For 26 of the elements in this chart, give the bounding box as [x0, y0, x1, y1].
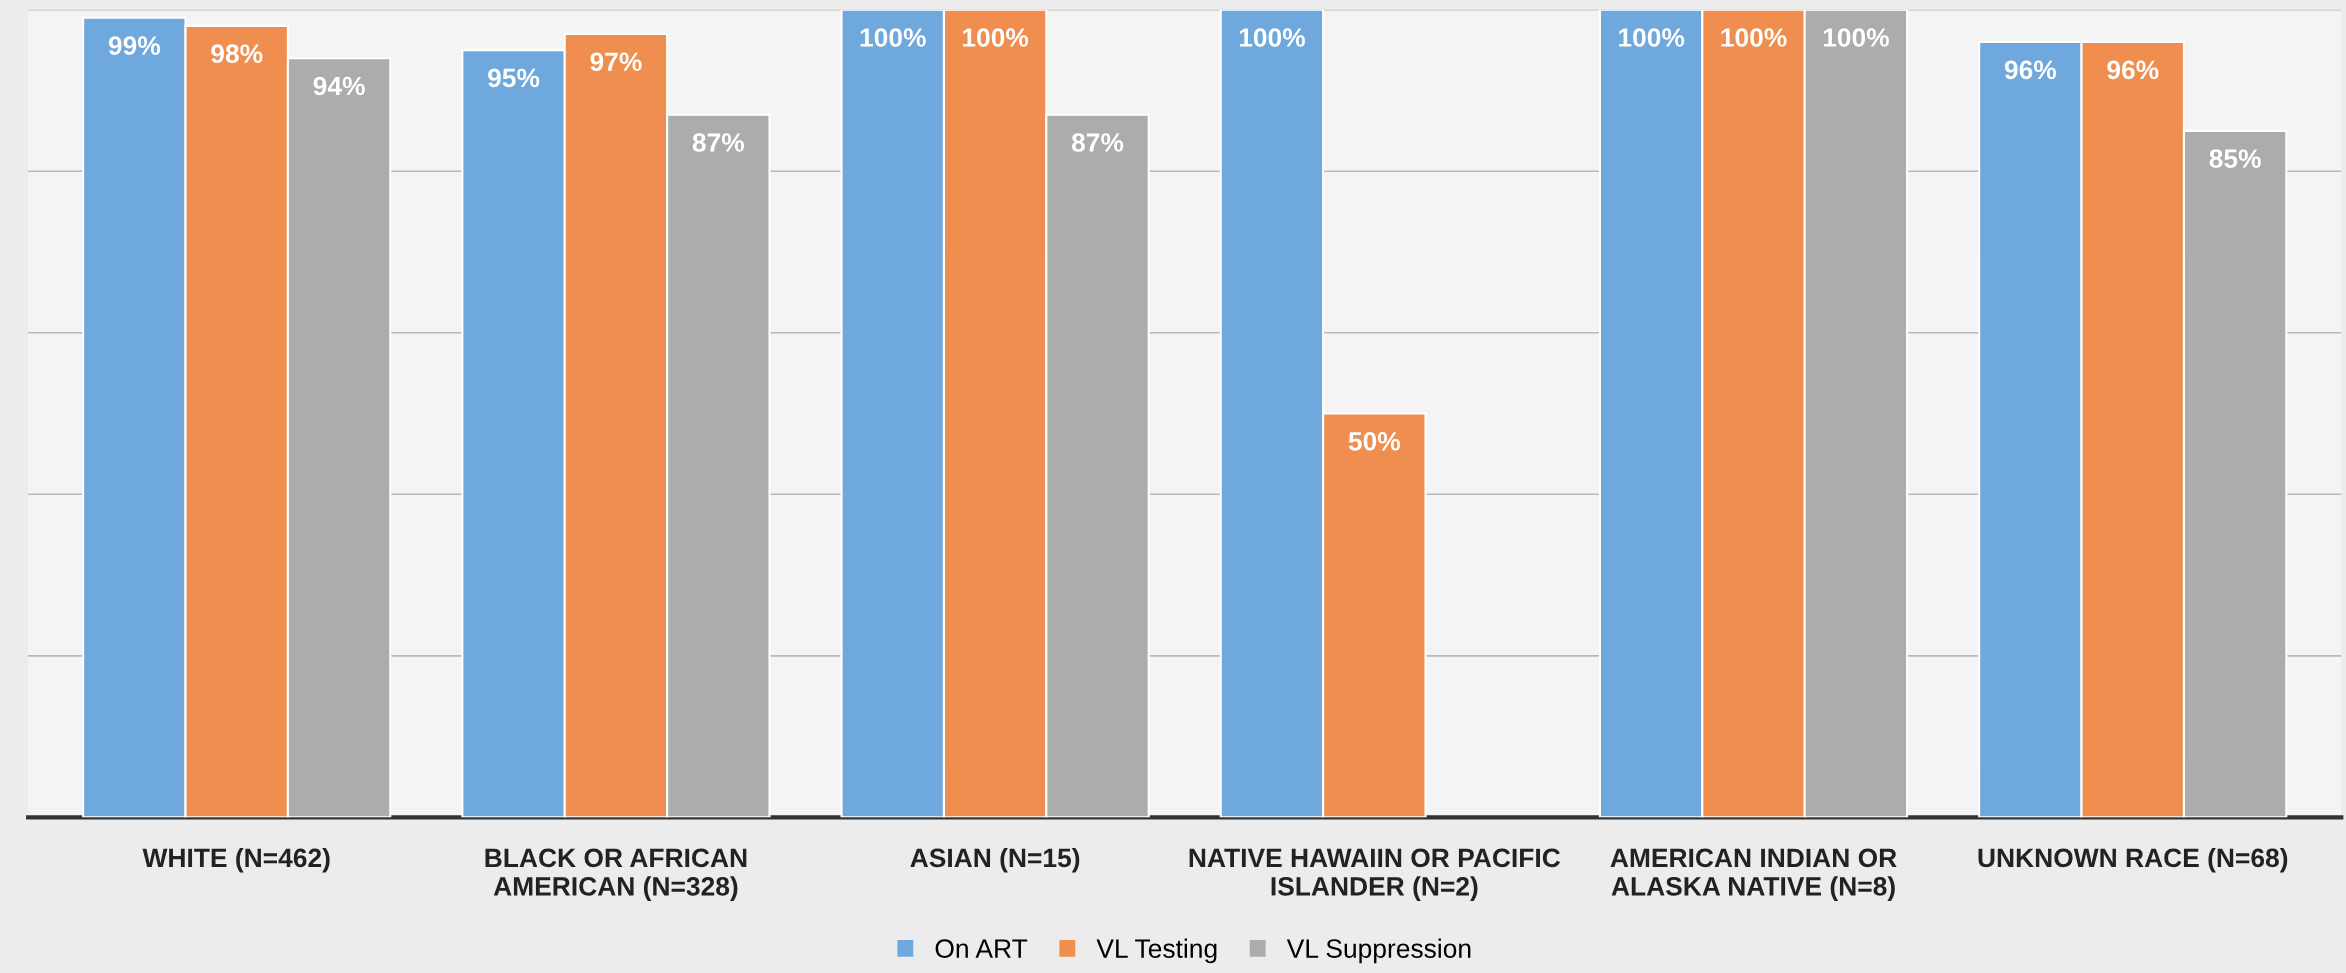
x-tick-label: UNKNOWN RACE (N=68) [1978, 847, 2288, 873]
x-tick-label: NATIVE HAWAIIN OR PACIFIC ISLANDER (N=2) [1189, 848, 1561, 901]
data-label: 97% [590, 52, 642, 72]
data-label: 99% [108, 36, 161, 55]
data-label: 100% [963, 28, 1029, 47]
data-label: 100% [860, 28, 926, 47]
data-label: 100% [1619, 28, 1685, 47]
data-label: 94% [313, 76, 365, 96]
x-tick-label: AMERICAN INDIAN OR ALASKA NATIVE (N=8) [1610, 848, 1897, 901]
legend-label: VL Suppression [1286, 938, 1471, 964]
data-label: 96% [2107, 60, 2159, 80]
data-label: 100% [1721, 28, 1787, 47]
x-tick-label: WHITE (N=462) [142, 847, 330, 873]
data-label: 100% [1239, 28, 1305, 47]
data-label: 87% [1071, 133, 1124, 152]
data-label: 85% [2209, 149, 2261, 169]
x-tick-label: ASIAN (N=15) [910, 847, 1080, 873]
data-label: 100% [1823, 28, 1889, 47]
data-label: 95% [488, 68, 540, 88]
data-label: 50% [1348, 431, 1401, 451]
data-label: 98% [211, 44, 263, 64]
data-label: 87% [692, 133, 745, 152]
x-tick-label: BLACK OR AFRICAN AMERICAN (N=328) [485, 848, 747, 901]
legend-label: On ART [935, 939, 1028, 958]
data-label: 96% [2004, 60, 2057, 80]
legend-label: VL Testing [1096, 938, 1217, 964]
